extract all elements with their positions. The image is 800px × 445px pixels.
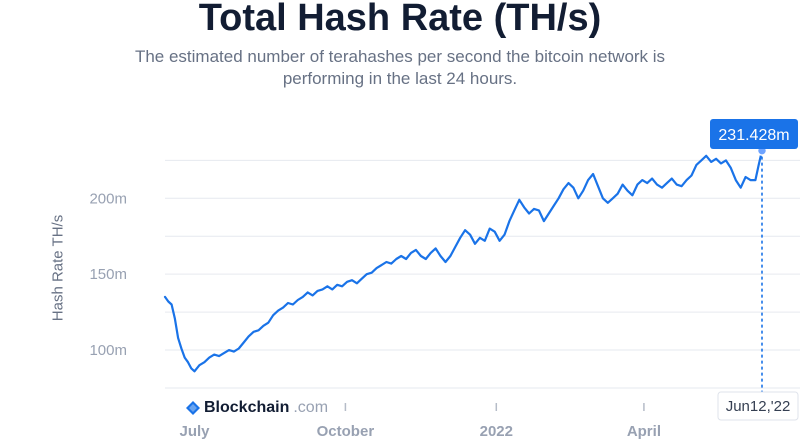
blockchain-watermark: Blockchain .com [186, 399, 328, 417]
watermark-brand: Blockchain [204, 399, 290, 416]
blockchain-logo-icon [186, 401, 200, 415]
hash-rate-line [163, 149, 764, 373]
date-badge-text: Jun12,'22 [726, 398, 791, 415]
watermark-domain: .com [293, 399, 329, 416]
last-point-marker-layer: 231.428m Jun12,'22 [710, 119, 799, 421]
chart-title: Total Hash Rate (TH/s) [198, 0, 602, 39]
y-tick-label: 200m [89, 190, 127, 207]
x-tick-label: 2022 [480, 423, 513, 440]
x-tick-label: July [180, 423, 211, 440]
value-badge-text: 231.428m [718, 127, 789, 144]
y-tick-label: 100m [89, 342, 127, 359]
y-axis-label: Hash Rate TH/s [49, 214, 67, 322]
date-badge [717, 391, 799, 421]
series-layer [163, 149, 764, 373]
chart-subtitle: The estimated number of terahashes per s… [134, 47, 666, 88]
grid-lines [165, 159, 800, 389]
x-tick-label: April [627, 423, 661, 440]
x-tick-labels: July October 2022 April [180, 403, 661, 440]
y-tick-label: 150m [89, 266, 127, 283]
y-tick-labels: 100m 150m 200m [89, 190, 127, 359]
x-tick-label: October [317, 423, 375, 440]
value-badge [710, 119, 798, 149]
